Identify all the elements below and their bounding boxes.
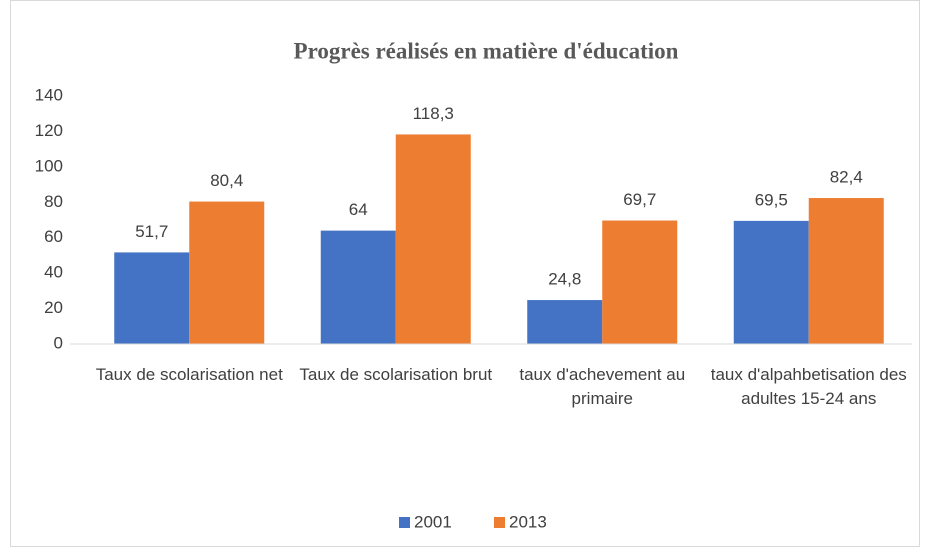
data-label: 118,3	[413, 104, 454, 123]
legend-label: 2013	[509, 512, 547, 531]
bar	[189, 201, 265, 344]
y-tick-label: 120	[35, 121, 63, 140]
bar	[320, 230, 396, 344]
y-tick-label: 20	[44, 298, 63, 317]
y-tick-label: 100	[35, 156, 63, 175]
y-tick-label: 0	[54, 333, 63, 352]
x-tick-label: Taux de scolarisation net	[96, 365, 283, 384]
bar	[808, 198, 884, 344]
y-tick-label: 80	[44, 192, 63, 211]
bar	[114, 252, 190, 344]
data-label: 24,8	[548, 270, 581, 289]
chart-title: Progrès réalisés en matière d'éducation	[294, 38, 679, 63]
bar	[527, 300, 603, 344]
x-tick-label: taux d'achevement au primaire	[519, 365, 685, 408]
y-tick-label: 140	[35, 85, 63, 104]
y-tick-label: 60	[44, 227, 63, 246]
data-label: 64	[349, 200, 368, 219]
data-label: 80,4	[210, 171, 243, 190]
legend-label: 2001	[414, 512, 452, 531]
x-tick-label: Taux de scolarisation brut	[299, 365, 492, 384]
data-label: 82,4	[830, 168, 863, 187]
legend-swatch	[399, 517, 410, 528]
y-tick-label: 40	[44, 263, 63, 282]
legend-swatch	[494, 517, 505, 528]
bar	[602, 220, 678, 344]
bar	[395, 134, 471, 344]
data-label: 69,5	[755, 190, 788, 209]
data-label: 51,7	[135, 222, 168, 241]
bar	[733, 220, 809, 344]
x-tick-label: taux d'alpahbetisation des adultes 15-24 …	[711, 365, 907, 408]
data-label: 69,7	[623, 190, 656, 209]
